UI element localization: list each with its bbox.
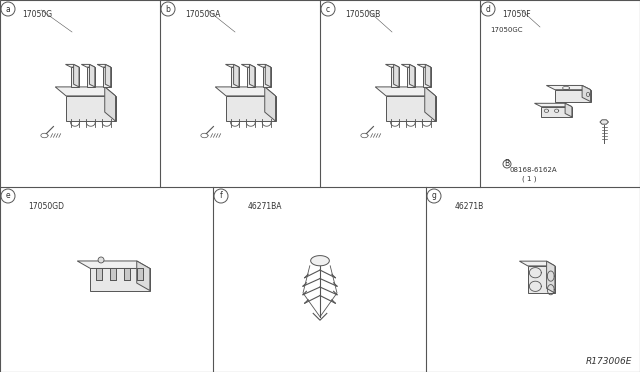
Text: 08168-6162A: 08168-6162A — [510, 167, 557, 173]
Polygon shape — [582, 86, 591, 102]
Text: d: d — [486, 4, 490, 13]
Polygon shape — [534, 103, 572, 107]
Polygon shape — [102, 67, 111, 87]
Polygon shape — [71, 67, 79, 87]
Text: 17050GD: 17050GD — [28, 202, 64, 211]
Polygon shape — [137, 261, 150, 291]
Text: 17050GC: 17050GC — [490, 27, 522, 33]
Text: 46271BA: 46271BA — [248, 202, 282, 211]
Polygon shape — [401, 64, 415, 67]
Polygon shape — [386, 96, 436, 121]
Polygon shape — [265, 87, 276, 121]
Text: f: f — [220, 192, 222, 201]
Polygon shape — [247, 67, 255, 87]
Polygon shape — [385, 64, 399, 67]
Polygon shape — [66, 96, 116, 121]
Polygon shape — [90, 269, 150, 291]
Polygon shape — [225, 64, 239, 67]
Polygon shape — [541, 107, 572, 117]
Polygon shape — [105, 87, 116, 121]
Text: a: a — [6, 4, 10, 13]
Polygon shape — [124, 269, 130, 280]
Text: 17050G: 17050G — [22, 10, 52, 19]
Text: b: b — [166, 4, 170, 13]
Text: B: B — [504, 160, 509, 169]
Polygon shape — [394, 64, 399, 87]
Ellipse shape — [98, 257, 104, 263]
Polygon shape — [250, 64, 255, 87]
Polygon shape — [257, 64, 271, 67]
Text: 17050GB: 17050GB — [345, 10, 380, 19]
Text: g: g — [431, 192, 436, 201]
Polygon shape — [410, 64, 415, 87]
Polygon shape — [74, 64, 79, 87]
Text: e: e — [6, 192, 10, 201]
Polygon shape — [547, 86, 591, 90]
Polygon shape — [241, 64, 255, 67]
Polygon shape — [90, 64, 95, 87]
Polygon shape — [87, 67, 95, 87]
Polygon shape — [425, 87, 436, 121]
Polygon shape — [97, 64, 111, 67]
Polygon shape — [310, 256, 330, 266]
Polygon shape — [600, 120, 609, 124]
Polygon shape — [138, 269, 143, 280]
Polygon shape — [81, 64, 95, 67]
Polygon shape — [215, 87, 276, 96]
Polygon shape — [77, 261, 150, 269]
Polygon shape — [234, 64, 239, 87]
Polygon shape — [226, 96, 276, 121]
Polygon shape — [262, 67, 271, 87]
Polygon shape — [55, 87, 116, 96]
Polygon shape — [65, 64, 79, 67]
Text: 17050F: 17050F — [502, 10, 531, 19]
Polygon shape — [528, 266, 555, 293]
Text: 17050GA: 17050GA — [185, 10, 220, 19]
Polygon shape — [565, 103, 572, 117]
Polygon shape — [110, 269, 116, 280]
Text: 46271B: 46271B — [455, 202, 484, 211]
Polygon shape — [547, 261, 555, 293]
Polygon shape — [426, 64, 431, 87]
Polygon shape — [555, 90, 591, 102]
Polygon shape — [391, 67, 399, 87]
Text: c: c — [326, 4, 330, 13]
Polygon shape — [407, 67, 415, 87]
Polygon shape — [106, 64, 111, 87]
Polygon shape — [231, 67, 239, 87]
Text: ( 1 ): ( 1 ) — [522, 176, 536, 183]
Polygon shape — [96, 269, 102, 280]
Polygon shape — [375, 87, 436, 96]
Polygon shape — [417, 64, 431, 67]
Polygon shape — [520, 261, 555, 266]
Polygon shape — [422, 67, 431, 87]
Text: R173006E: R173006E — [586, 357, 632, 366]
Polygon shape — [266, 64, 271, 87]
